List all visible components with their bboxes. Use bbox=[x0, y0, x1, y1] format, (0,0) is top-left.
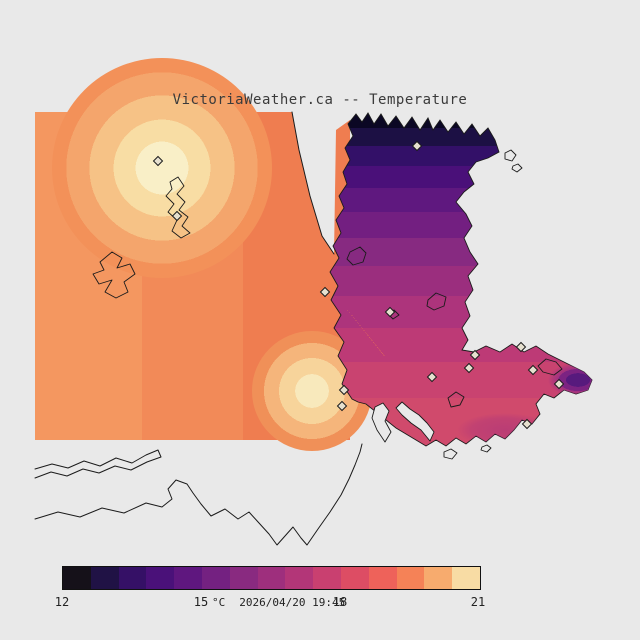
station-marker bbox=[463, 362, 475, 374]
cool-blend-east-point bbox=[548, 363, 592, 397]
colorbar-segment bbox=[340, 567, 369, 589]
colorbar-segment bbox=[146, 567, 175, 589]
page-title: VictoriaWeather.ca -- Temperature bbox=[172, 92, 468, 108]
station-marker bbox=[319, 286, 331, 298]
station-marker bbox=[469, 349, 481, 361]
stations-layer bbox=[152, 140, 565, 430]
colorbar-segment bbox=[424, 567, 453, 589]
station-marker bbox=[527, 364, 539, 376]
station-marker bbox=[338, 384, 350, 396]
colorbar-tick-12: 12 bbox=[54, 595, 70, 609]
station-marker bbox=[553, 378, 565, 390]
lake-outline bbox=[426, 292, 447, 311]
colorbar-segment bbox=[90, 567, 119, 589]
station-marker bbox=[336, 400, 348, 412]
colorbar-segment bbox=[118, 567, 147, 589]
colorbar-segment bbox=[229, 567, 258, 589]
station-marker bbox=[426, 371, 438, 383]
colorbar-tick-18: 18 bbox=[332, 595, 348, 609]
station-marker bbox=[384, 306, 396, 318]
colorbar-segment bbox=[313, 567, 341, 589]
colorbar-segment bbox=[174, 567, 202, 589]
colorbar-tick-15: 15 bbox=[193, 595, 209, 609]
lake-outline bbox=[346, 246, 367, 266]
inlet-coastline bbox=[291, 111, 335, 255]
unit-label: °C bbox=[212, 596, 226, 609]
warm-blend-west bbox=[330, 210, 400, 386]
colorbar-segment bbox=[368, 567, 397, 589]
colorbar-segment bbox=[396, 567, 425, 589]
lake-outline bbox=[447, 391, 465, 408]
colorbar-segment bbox=[201, 567, 230, 589]
station-marker bbox=[411, 140, 423, 152]
islet-outline bbox=[443, 448, 458, 460]
station-marker bbox=[152, 155, 164, 167]
station-marker bbox=[521, 418, 533, 430]
colorbar bbox=[62, 566, 481, 590]
colorbar-segment bbox=[452, 567, 480, 589]
station-marker bbox=[171, 210, 183, 222]
water-inlet-gap bbox=[292, 112, 350, 254]
lake-outline-west bbox=[92, 251, 136, 299]
colorbar-segment bbox=[63, 567, 91, 589]
colorbar-segment bbox=[257, 567, 286, 589]
station-marker bbox=[515, 341, 527, 353]
colorbar-tick-21: 21 bbox=[470, 595, 486, 609]
timestamp: 2026/04/20 19:45 bbox=[239, 596, 346, 609]
colorbar-units-and-time: °C 2026/04/20 19:45 bbox=[212, 596, 345, 609]
colorbar-segment bbox=[285, 567, 314, 589]
warm-spot-northwest bbox=[52, 58, 272, 278]
cool-blend-south-coast bbox=[457, 413, 553, 446]
coastline-south-shore bbox=[34, 443, 363, 546]
victoria-harbour-inlet bbox=[395, 401, 435, 442]
lake-chain-outline bbox=[165, 176, 191, 239]
coastline-spit bbox=[34, 449, 162, 479]
islet-outline bbox=[480, 444, 492, 453]
islet-outline bbox=[504, 149, 517, 162]
shore-outline-east-point bbox=[537, 358, 563, 376]
esquimalt-harbour-inlet bbox=[371, 402, 392, 443]
islet-outline bbox=[511, 163, 523, 173]
